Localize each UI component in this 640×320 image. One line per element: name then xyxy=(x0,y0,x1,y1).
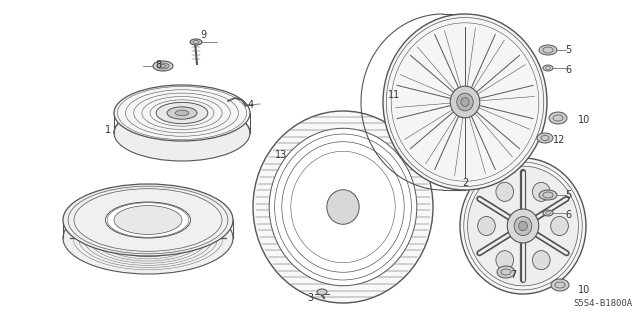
Text: 4: 4 xyxy=(248,100,254,110)
Ellipse shape xyxy=(106,220,191,256)
Ellipse shape xyxy=(269,128,417,286)
Ellipse shape xyxy=(543,210,553,216)
Ellipse shape xyxy=(537,133,553,143)
Ellipse shape xyxy=(153,61,173,71)
Ellipse shape xyxy=(383,14,547,190)
Text: 5: 5 xyxy=(565,190,572,200)
Ellipse shape xyxy=(327,190,359,224)
Ellipse shape xyxy=(468,166,579,286)
Text: 10: 10 xyxy=(578,285,590,295)
Ellipse shape xyxy=(543,65,553,71)
Text: S5S4-B1800A: S5S4-B1800A xyxy=(573,299,632,308)
Ellipse shape xyxy=(63,184,233,256)
Ellipse shape xyxy=(539,190,557,200)
Ellipse shape xyxy=(451,86,480,118)
Ellipse shape xyxy=(190,39,202,45)
Text: 10: 10 xyxy=(578,115,590,125)
Ellipse shape xyxy=(156,102,208,124)
Text: 9: 9 xyxy=(200,30,206,40)
Text: 1: 1 xyxy=(105,125,111,135)
Ellipse shape xyxy=(549,112,567,124)
Ellipse shape xyxy=(550,216,568,236)
Ellipse shape xyxy=(532,251,550,270)
Ellipse shape xyxy=(477,216,495,236)
Ellipse shape xyxy=(175,110,189,116)
Ellipse shape xyxy=(532,182,550,201)
Ellipse shape xyxy=(496,182,513,201)
Text: 8: 8 xyxy=(155,60,161,70)
Text: 13: 13 xyxy=(275,150,287,160)
Text: 3: 3 xyxy=(307,293,313,303)
Ellipse shape xyxy=(539,45,557,55)
Text: 7: 7 xyxy=(510,270,516,280)
Ellipse shape xyxy=(106,202,191,238)
Ellipse shape xyxy=(157,63,169,69)
Text: 12: 12 xyxy=(553,135,565,145)
Ellipse shape xyxy=(551,279,569,291)
Ellipse shape xyxy=(63,202,233,274)
Ellipse shape xyxy=(518,221,527,231)
Ellipse shape xyxy=(167,107,197,119)
Ellipse shape xyxy=(508,209,539,243)
Ellipse shape xyxy=(461,98,469,106)
Ellipse shape xyxy=(514,216,532,236)
Text: 2: 2 xyxy=(462,178,468,188)
Ellipse shape xyxy=(460,158,586,294)
Text: 6: 6 xyxy=(565,65,571,75)
Ellipse shape xyxy=(457,93,473,111)
Text: 11: 11 xyxy=(388,90,400,100)
Ellipse shape xyxy=(496,251,513,270)
Ellipse shape xyxy=(114,205,182,234)
Ellipse shape xyxy=(114,85,250,141)
Text: 5: 5 xyxy=(565,45,572,55)
Ellipse shape xyxy=(317,289,327,295)
Ellipse shape xyxy=(253,111,433,303)
Text: 6: 6 xyxy=(565,210,571,220)
Ellipse shape xyxy=(497,266,515,278)
Ellipse shape xyxy=(114,105,250,161)
